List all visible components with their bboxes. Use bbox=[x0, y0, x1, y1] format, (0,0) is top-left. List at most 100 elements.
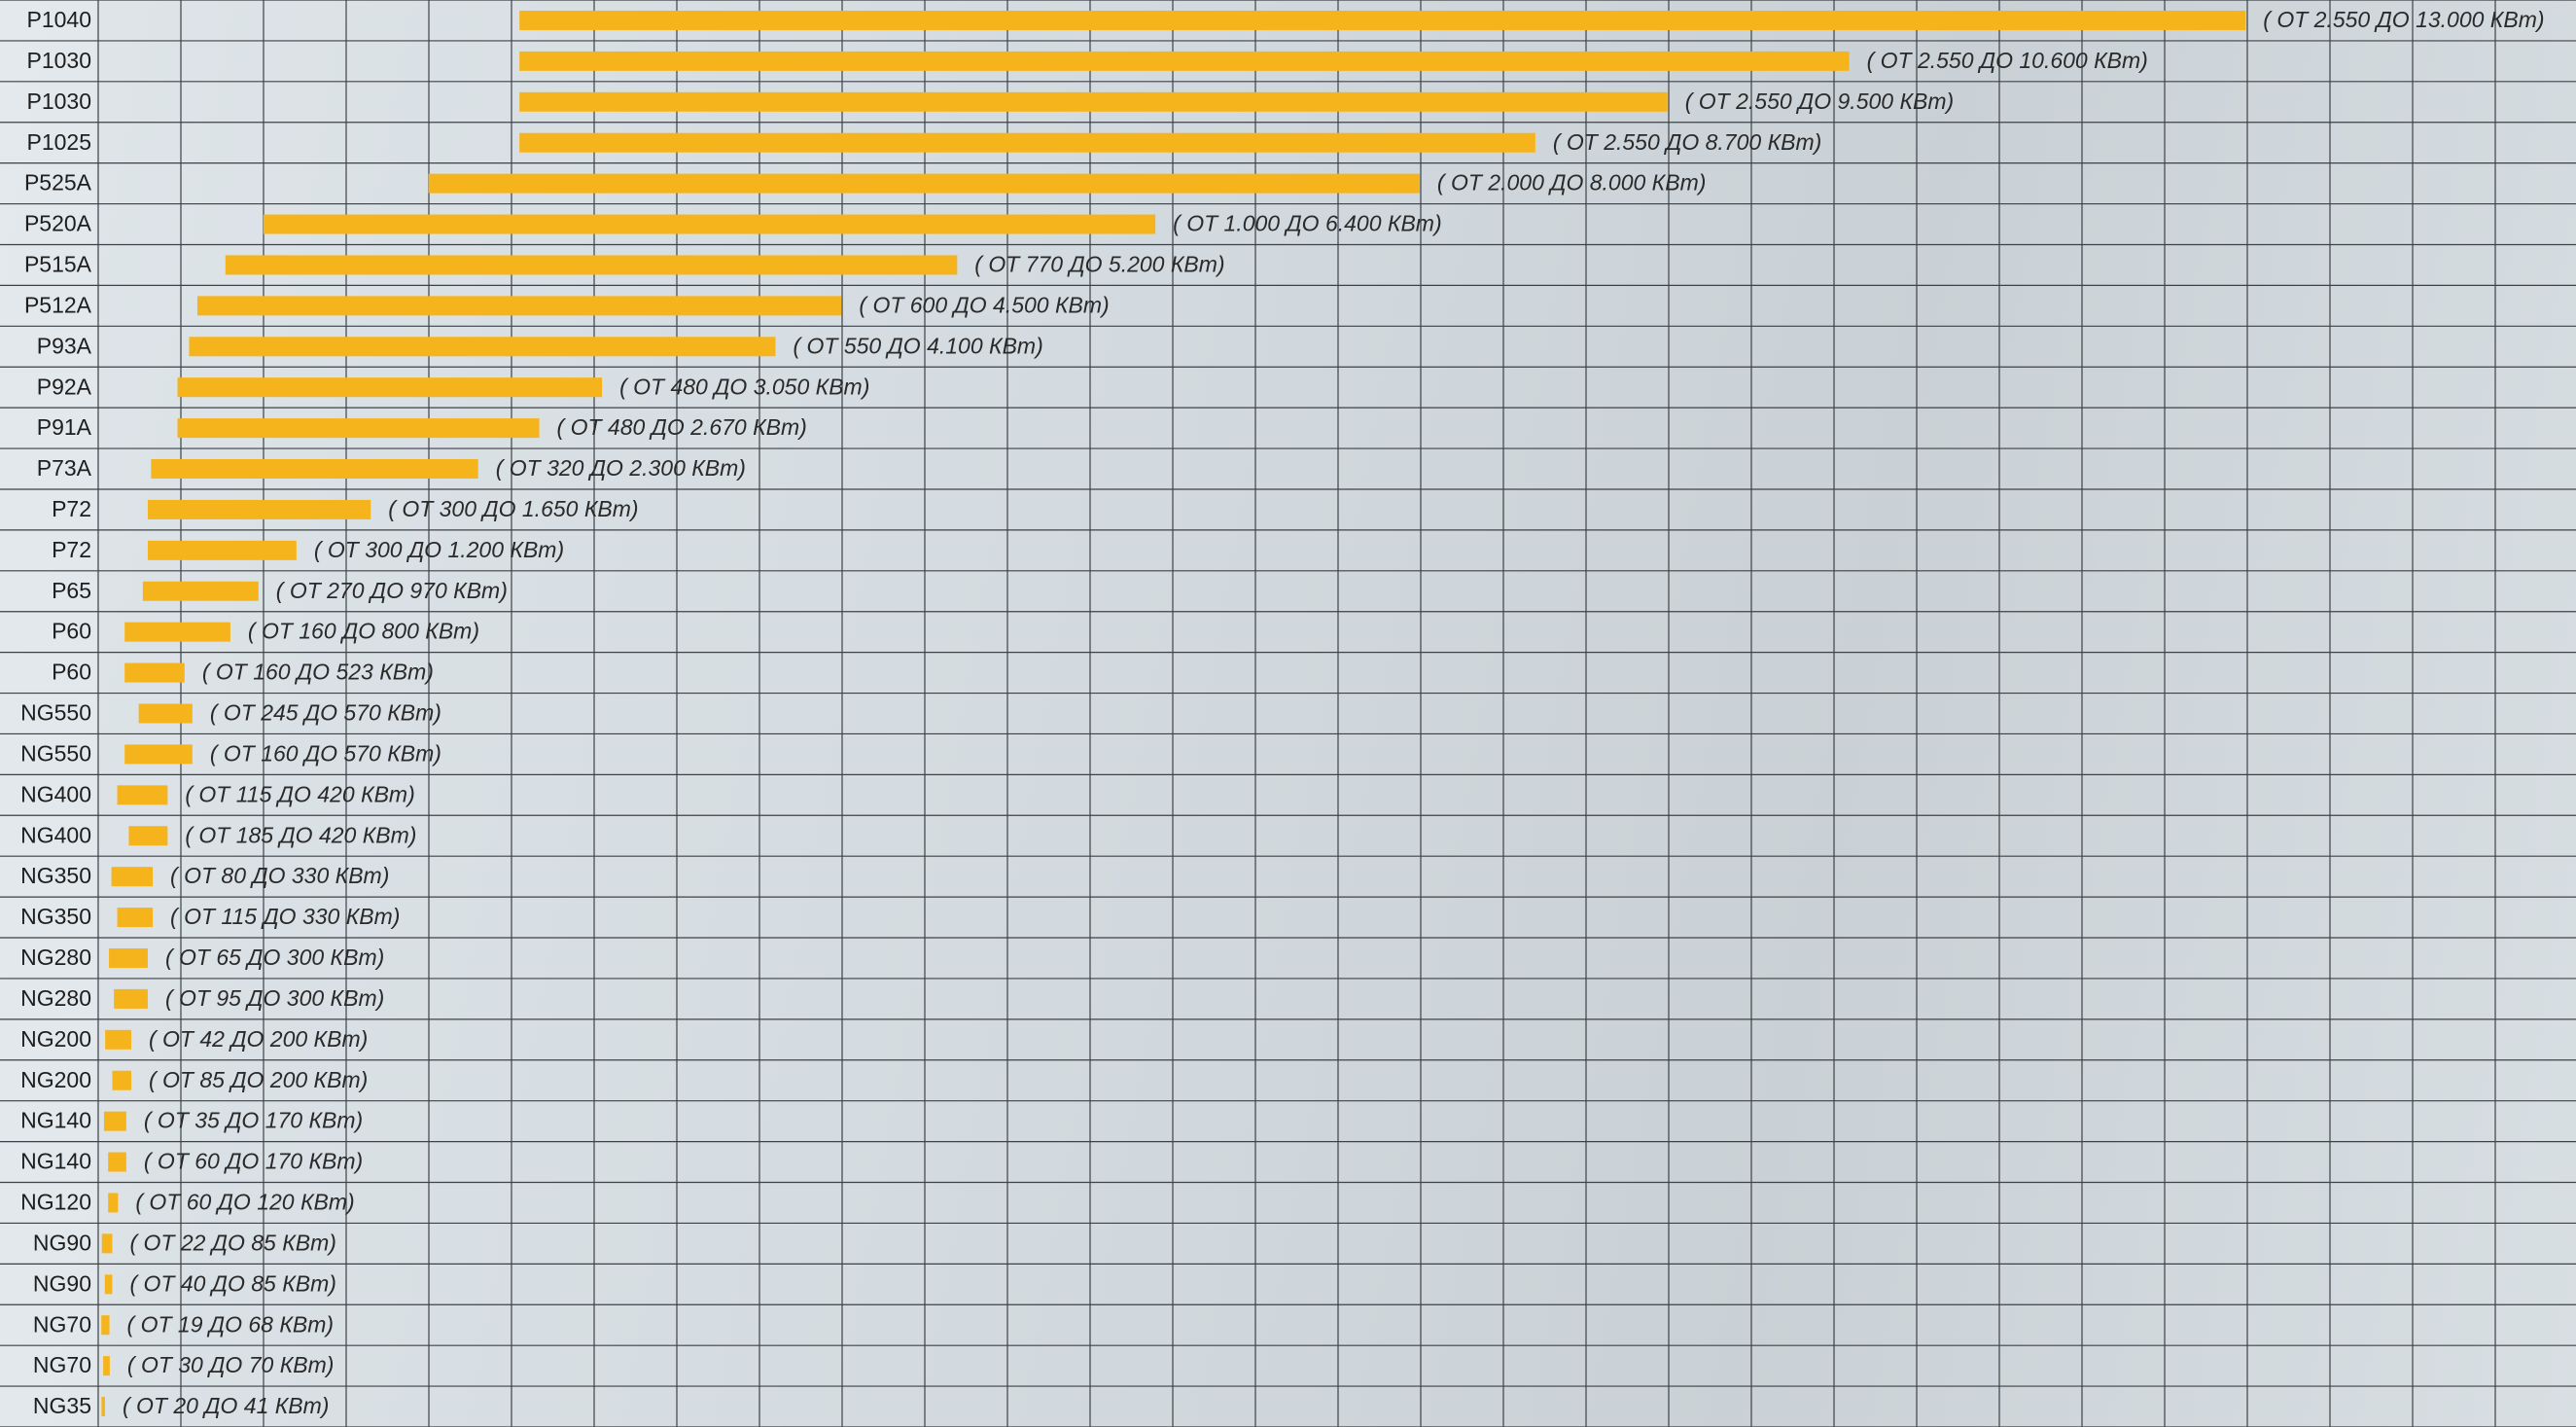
bar bbox=[103, 1356, 110, 1376]
category-label: P1025 bbox=[26, 129, 91, 155]
value-label: ( ОТ 160 ДО 800 КВт) bbox=[248, 619, 479, 644]
category-label: NG90 bbox=[33, 1270, 91, 1296]
category-label: P1030 bbox=[26, 89, 91, 114]
value-label: ( ОТ 1.000 ДО 6.400 КВт) bbox=[1173, 211, 1441, 236]
bar bbox=[105, 1029, 131, 1050]
category-label: NG200 bbox=[20, 1026, 91, 1052]
value-label: ( ОТ 60 ДО 170 КВт) bbox=[144, 1149, 363, 1174]
category-label: NG400 bbox=[20, 822, 91, 847]
value-label: ( ОТ 480 ДО 2.670 КВт) bbox=[557, 414, 807, 440]
label-bg bbox=[0, 41, 96, 81]
label-bg bbox=[0, 653, 96, 693]
label-bg bbox=[0, 939, 96, 978]
bar bbox=[142, 581, 259, 601]
label-bg bbox=[0, 286, 96, 326]
value-label: ( ОТ 22 ДО 85 КВт) bbox=[129, 1230, 336, 1255]
value-label: ( ОТ 30 ДО 70 КВт) bbox=[127, 1352, 335, 1377]
value-label: ( ОТ 550 ДО 4.100 КВт) bbox=[793, 333, 1042, 358]
category-label: NG550 bbox=[20, 740, 91, 766]
label-bg bbox=[0, 1060, 96, 1100]
value-label: ( ОТ 85 ДО 200 КВт) bbox=[149, 1067, 368, 1092]
label-bg bbox=[0, 409, 96, 448]
label-bg bbox=[0, 816, 96, 856]
value-label: ( ОТ 2.550 ДО 8.700 КВт) bbox=[1553, 129, 1821, 155]
value-label: ( ОТ 35 ДО 170 КВт) bbox=[144, 1108, 363, 1133]
bar bbox=[114, 988, 148, 1009]
bar bbox=[108, 1152, 126, 1172]
label-bg bbox=[0, 1224, 96, 1264]
bar bbox=[101, 1233, 113, 1254]
bar bbox=[124, 622, 230, 642]
value-label: ( ОТ 115 ДО 420 КВт) bbox=[185, 781, 414, 806]
category-label: P72 bbox=[52, 537, 91, 562]
label-bg bbox=[0, 1346, 96, 1386]
bar bbox=[117, 785, 168, 805]
bar bbox=[112, 1070, 131, 1090]
category-label: P91A bbox=[37, 414, 92, 440]
label-bg bbox=[0, 489, 96, 529]
bar bbox=[519, 10, 2246, 30]
bar bbox=[189, 337, 776, 357]
label-bg bbox=[0, 1183, 96, 1223]
label-bg bbox=[0, 979, 96, 1018]
label-bg bbox=[0, 1265, 96, 1304]
value-label: ( ОТ 300 ДО 1.200 КВт) bbox=[314, 537, 564, 562]
bar bbox=[519, 91, 1668, 112]
label-bg bbox=[0, 530, 96, 570]
category-label: NG350 bbox=[20, 904, 91, 929]
value-label: ( ОТ 160 ДО 523 КВт) bbox=[202, 660, 434, 685]
category-label: P92A bbox=[37, 374, 92, 399]
category-label: P60 bbox=[52, 660, 91, 685]
bar bbox=[519, 51, 1850, 71]
value-label: ( ОТ 185 ДО 420 КВт) bbox=[185, 822, 416, 847]
value-label: ( ОТ 2.550 ДО 13.000 КВт) bbox=[2263, 7, 2544, 32]
label-bg bbox=[0, 163, 96, 203]
label-bg bbox=[0, 734, 96, 774]
bar bbox=[147, 540, 297, 560]
category-label: P515A bbox=[24, 252, 92, 277]
category-label: NG120 bbox=[20, 1190, 91, 1215]
value-label: ( ОТ 65 ДО 300 КВт) bbox=[165, 945, 384, 970]
label-bg bbox=[0, 449, 96, 488]
bar bbox=[225, 255, 958, 275]
category-label: NG140 bbox=[20, 1108, 91, 1133]
label-bg bbox=[0, 245, 96, 285]
bar bbox=[263, 214, 1156, 234]
label-bg bbox=[0, 571, 96, 611]
value-label: ( ОТ 160 ДО 570 КВт) bbox=[210, 740, 441, 766]
category-label: P60 bbox=[52, 619, 91, 644]
bar bbox=[124, 662, 185, 683]
label-bg bbox=[0, 204, 96, 244]
value-label: ( ОТ 2.000 ДО 8.000 КВт) bbox=[1437, 170, 1706, 196]
label-bg bbox=[0, 368, 96, 408]
value-label: ( ОТ 60 ДО 120 КВт) bbox=[135, 1190, 354, 1215]
bar bbox=[104, 1274, 113, 1295]
value-label: ( ОТ 320 ДО 2.300 КВт) bbox=[496, 455, 746, 481]
bar bbox=[111, 867, 154, 887]
value-label: ( ОТ 80 ДО 330 КВт) bbox=[170, 863, 389, 888]
category-label: P520A bbox=[24, 211, 92, 236]
value-label: ( ОТ 19 ДО 68 КВт) bbox=[127, 1311, 335, 1337]
category-label: P65 bbox=[52, 578, 91, 603]
bar bbox=[128, 826, 168, 846]
value-label: ( ОТ 95 ДО 300 КВт) bbox=[165, 985, 384, 1011]
label-bg bbox=[0, 123, 96, 162]
value-label: ( ОТ 115 ДО 330 КВт) bbox=[170, 904, 400, 929]
value-label: ( ОТ 42 ДО 200 КВт) bbox=[149, 1026, 368, 1052]
category-label: NG140 bbox=[20, 1149, 91, 1174]
value-label: ( ОТ 245 ДО 570 КВт) bbox=[210, 700, 441, 726]
category-label: NG90 bbox=[33, 1230, 91, 1255]
label-bg bbox=[0, 327, 96, 367]
bar bbox=[124, 744, 193, 765]
label-bg bbox=[0, 1101, 96, 1141]
bar bbox=[177, 377, 603, 398]
label-bg bbox=[0, 1305, 96, 1345]
bar bbox=[101, 1397, 105, 1417]
bar bbox=[108, 1193, 119, 1213]
category-label: P512A bbox=[24, 292, 92, 317]
value-label: ( ОТ 600 ДО 4.500 КВт) bbox=[859, 292, 1109, 317]
value-label: ( ОТ 770 ДО 5.200 КВт) bbox=[974, 252, 1224, 277]
label-bg bbox=[0, 857, 96, 897]
bar bbox=[103, 1111, 126, 1131]
